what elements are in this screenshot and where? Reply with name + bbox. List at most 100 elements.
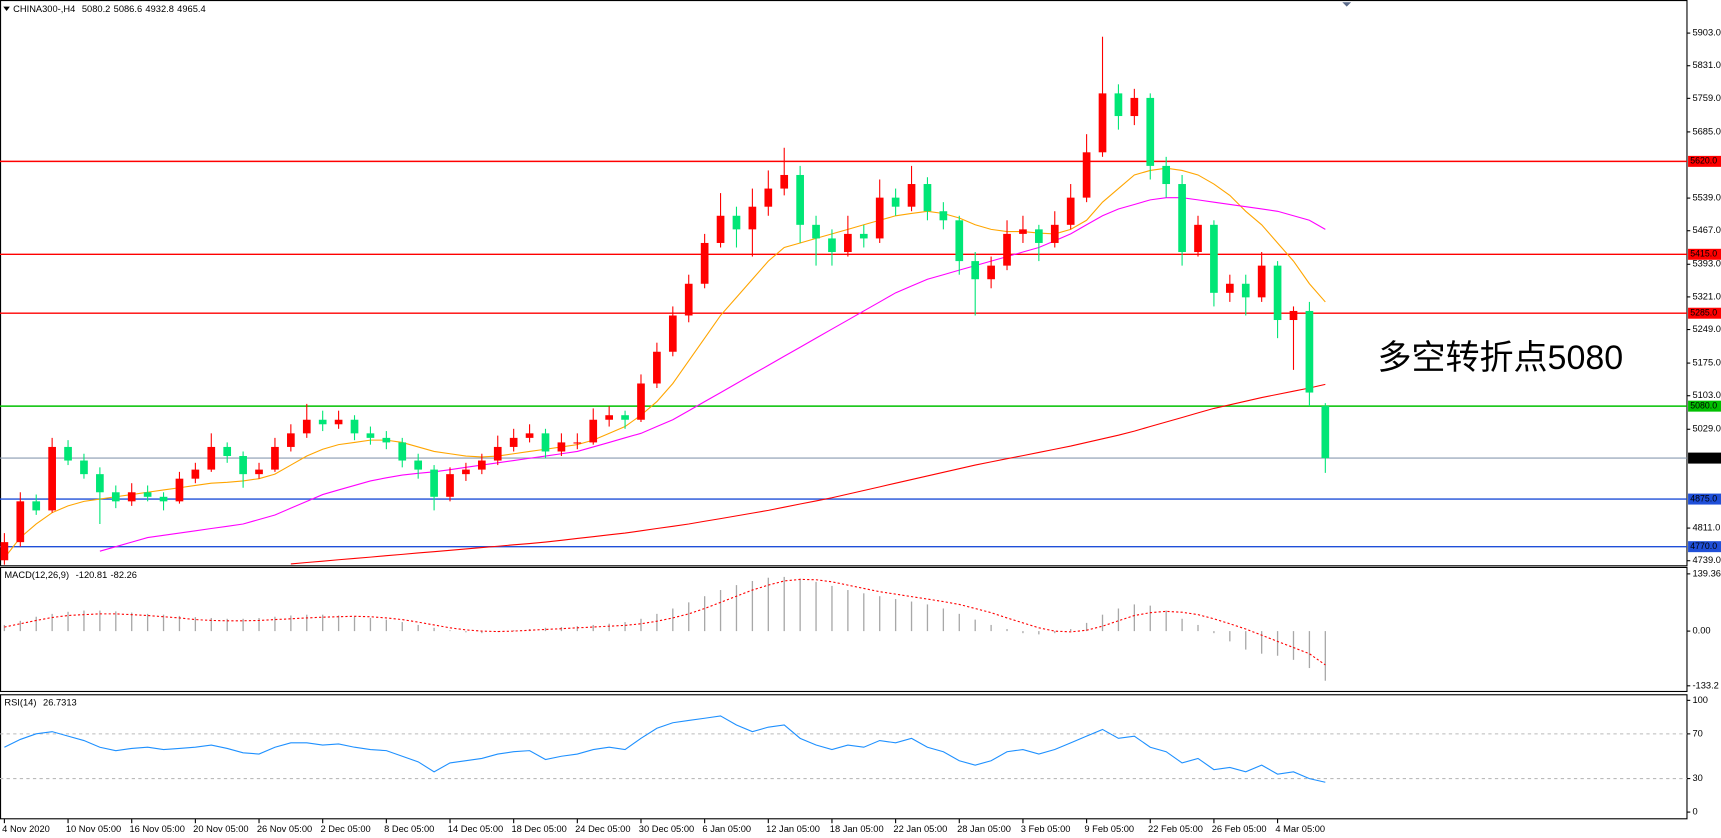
candle-body [812,224,820,239]
x-tick-label: 20 Nov 05:00 [193,824,248,834]
candle-body [1035,229,1043,243]
level-label: 5285.0 [1690,308,1717,318]
line-series [99,197,1326,552]
x-tick-label: 2 Dec 05:00 [320,824,370,834]
candle-body [1273,265,1282,321]
level-label-box [1688,452,1721,464]
candle-body [350,419,359,434]
level-label-box [1688,400,1721,412]
candle-body [653,351,661,384]
candle-body [1130,97,1139,117]
x-tick-label: 12 Jan 05:00 [766,824,820,834]
candle-body [509,437,518,447]
candle-body [398,442,407,461]
y-tick-label: 5467.0 [1692,225,1720,235]
candle-body [271,446,279,470]
candle-body [175,478,184,502]
y-tick-label: 0.00 [1692,626,1710,636]
level-label-box [1688,541,1721,553]
candle-body [621,415,629,420]
y-tick-label: 5831.0 [1692,60,1720,70]
y-tick-label: 5029.0 [1692,424,1720,434]
candle-body [446,474,454,497]
candle-body [1050,224,1059,243]
x-tick-label: 26 Feb 05:00 [1212,824,1267,834]
rsi-plot [0,715,1687,783]
candle-body [127,492,136,502]
y-tick-label: 5393.0 [1692,259,1720,269]
level-label: 4965.4 [1690,452,1717,462]
candle-body [493,446,502,461]
candle-body [1241,283,1250,298]
x-tick-label: 22 Feb 05:00 [1148,824,1203,834]
candle-body [573,442,582,444]
candle-body [684,283,693,316]
candle-body [1289,310,1298,321]
x-tick-label: 18 Jan 05:00 [830,824,884,834]
header-part: RSI(14) [4,698,36,708]
candle-body [1210,224,1218,293]
candle-body [223,446,232,457]
x-tick-label: 3 Feb 05:00 [1021,824,1071,834]
candle-body [1066,197,1075,225]
candle-body [971,261,980,280]
axes: 5903.0 5831.0 5759.0 5685.0 5539.0 5467.0 5393… [2,4,1721,834]
candle-body [1194,224,1202,253]
candle-body [987,265,995,280]
y-tick-label: 4811.0 [1692,523,1720,533]
y-tick-label: 5249.0 [1692,324,1720,334]
y-tick-label: 4739.0 [1692,555,1720,565]
rsi-frame [0,694,1688,820]
x-tick-label: 9 Feb 05:00 [1084,824,1134,834]
candle-body [48,446,56,511]
candle-body [111,492,120,502]
candle-body [589,419,598,443]
candle-body [366,433,375,438]
candle-body [891,197,900,207]
candle-body [64,446,72,461]
candle-body [859,233,868,239]
level-label-box [1688,307,1721,319]
candle-body [637,383,645,420]
candle-body [907,184,916,207]
candle-body [1146,97,1155,166]
y-tick-label: 139.36 [1692,568,1720,578]
candle-body [96,474,104,493]
header-part: -120.81 [76,571,108,581]
header-part: 5080.2 [82,4,110,14]
line-series [290,383,1326,565]
panel-header: MACD(12,26,9) -120.81 -82.26 [4,571,137,581]
candle-body [255,469,263,475]
candle-body [716,215,725,243]
y-tick-label: 100 [1692,695,1708,705]
candle-body [414,460,423,470]
candle-body [700,242,709,284]
x-tick-label: 4 Mar 05:00 [1275,824,1325,834]
candle-body [1114,93,1123,117]
candle-body [955,220,964,262]
header-part: MACD(12,26,9) [4,571,69,581]
menu-arrow [3,6,10,11]
candle-body [0,542,9,561]
candle-body [1082,152,1091,198]
candle-body [525,433,534,438]
candle-body [557,442,566,452]
y-tick-label: 5685.0 [1692,126,1720,136]
panel-header: RSI(14) 26.7313 [4,698,76,708]
candle-body [732,215,741,230]
header-part: CHINA300-,H4 [13,4,75,14]
candle-body [1321,406,1330,459]
main-frame [0,0,1688,567]
y-tick-label: 5759.0 [1692,93,1720,103]
candle-body [143,492,152,497]
candle-body [748,206,757,230]
candle-body [828,238,836,253]
annotation: 多空转折点5080 [1377,339,1623,377]
candle-body [875,197,884,239]
candle-body [541,433,550,452]
candle-body [605,415,613,420]
line-series [4,578,1326,666]
y-tick-label: 5175.0 [1692,358,1720,368]
y-tick-label: -133.2 [1692,680,1718,690]
